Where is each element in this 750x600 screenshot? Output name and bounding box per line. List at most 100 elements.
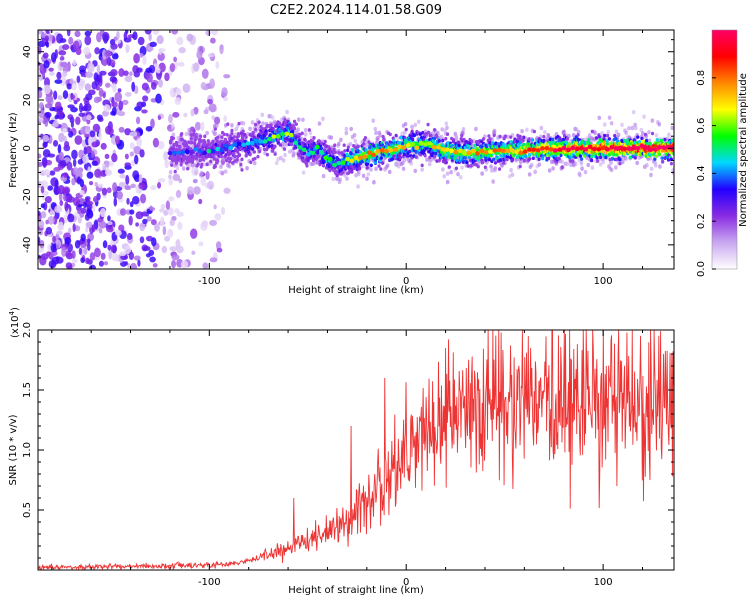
spectrogram-band-cell: [209, 159, 213, 164]
spectrogram-noise-cell: [169, 219, 175, 227]
spectrogram-noise-cell: [85, 71, 94, 78]
spectrogram-noise-cell: [77, 209, 82, 215]
spectrogram-noise-cell: [88, 180, 94, 186]
spectrogram-band-cell: [186, 166, 190, 171]
spectrogram-halo-cell: [639, 127, 644, 133]
spectrogram-core-cell: [401, 145, 407, 150]
spectrogram-noise-cell: [180, 260, 189, 269]
spectrogram-noise-cell: [42, 52, 49, 59]
spectrogram-noise-cell: [47, 215, 55, 225]
spectrogram-noise-cell: [147, 46, 154, 52]
spectrogram-core-cell: [644, 145, 649, 151]
spectrogram-noise-cell: [38, 236, 41, 245]
spectrogram-core-cell: [345, 156, 350, 162]
spectrogram-band-cell: [460, 133, 464, 138]
spectrogram-noise-cell: [118, 126, 125, 133]
spectrogram-band-cell: [481, 137, 486, 141]
spectrogram-noise-cell: [50, 52, 57, 63]
spectrogram-core-cell: [223, 143, 229, 148]
spectrogram-band-cell: [265, 152, 269, 157]
spectrogram-core-cell: [375, 149, 381, 154]
spectrogram-band-cell: [192, 129, 196, 133]
spectrogram-noise-cell: [148, 33, 152, 41]
spectrogram-band-cell: [178, 145, 182, 149]
spectrogram-halo-cell: [578, 172, 582, 178]
spectrogram-core-cell: [215, 146, 220, 152]
spectrogram-band-cell: [264, 132, 268, 136]
spectrogram-noise-cell: [174, 97, 182, 106]
spectrogram-halo-cell: [396, 136, 400, 141]
spectrogram-band-cell: [492, 157, 496, 162]
spectrogram-band-cell: [578, 154, 583, 158]
spectrogram-noise-cell: [76, 176, 81, 185]
spectrogram-noise-cell: [104, 160, 110, 168]
spectrogram-core-cell: [544, 145, 550, 151]
spectrogram-band-cell: [391, 157, 395, 161]
spectrogram-halo-cell: [616, 132, 621, 138]
spectrogram-halo-cell: [292, 151, 296, 156]
spectrogram-halo-cell: [635, 160, 639, 166]
spectrogram-halo-cell: [219, 164, 223, 169]
spectrogram-noise-cell: [207, 98, 213, 105]
spectrogram-noise-cell: [148, 249, 155, 256]
spectrogram-noise-cell: [73, 196, 81, 207]
spectrogram-x-tick-label: 0: [403, 276, 409, 287]
spectrogram-band-cell: [373, 158, 378, 162]
spectrogram-band-cell: [628, 155, 632, 160]
spectrogram-noise-cell: [54, 114, 59, 120]
spectrogram-halo-cell: [303, 132, 308, 137]
spectrogram-band-cell: [194, 135, 198, 139]
spectrogram-band-cell: [614, 157, 619, 162]
spectrogram-halo-cell: [296, 117, 301, 122]
spectrogram-noise-cell: [43, 60, 50, 69]
spectrogram-band-cell: [646, 142, 650, 146]
spectrogram-core-cell: [535, 148, 541, 153]
spectrogram-halo-cell: [574, 161, 578, 167]
spectrogram-halo-cell: [562, 129, 566, 134]
spectrogram-band-cell: [412, 133, 417, 138]
spectrogram-core-cell: [635, 145, 641, 151]
spectrogram-band-cell: [292, 126, 297, 131]
spectrogram-halo-cell: [354, 173, 358, 178]
spectrogram-band-cell: [372, 147, 376, 151]
spectrogram-band-cell: [476, 164, 480, 169]
spectrogram-noise-cell: [46, 251, 51, 257]
spectrogram-core-cell: [202, 150, 207, 156]
spectrogram-band-cell: [262, 147, 267, 152]
spectrogram-band-cell: [379, 156, 384, 160]
spectrogram-core-cell: [657, 145, 662, 150]
spectrogram-halo-cell: [425, 157, 429, 162]
spectrogram-band-cell: [509, 135, 513, 139]
spectrogram-halo-cell: [518, 159, 523, 165]
spectrogram-band-cell: [253, 127, 258, 132]
spectrogram-band-cell: [551, 137, 555, 142]
spectrogram-noise-cell: [66, 83, 73, 90]
spectrogram-noise-cell: [164, 72, 170, 82]
spectrogram-noise-cell: [47, 185, 54, 191]
spectrogram-halo-cell: [645, 162, 649, 168]
spectrogram-noise-cell: [129, 201, 134, 208]
spectrogram-noise-cell: [80, 207, 87, 214]
spectrogram-noise-cell: [53, 90, 58, 100]
spectrogram-core-cell: [540, 146, 545, 151]
spectrogram-noise-cell: [45, 219, 49, 225]
spectrogram-halo-cell: [349, 126, 353, 132]
spectrogram-halo-cell: [413, 168, 418, 174]
spectrogram-noise-cell: [169, 246, 178, 252]
spectrogram-noise-cell: [124, 92, 132, 97]
spectrogram-halo-cell: [649, 166, 654, 171]
spectrogram-halo-cell: [601, 159, 606, 165]
spectrogram-halo-cell: [274, 160, 279, 166]
spectrogram-band-cell: [380, 161, 385, 165]
spectrogram-halo-cell: [288, 149, 292, 154]
spectrogram-noise-cell: [157, 182, 162, 189]
spectrogram-halo-cell: [590, 165, 595, 170]
spectrogram-core-cell: [596, 147, 602, 152]
spectrogram-band-cell: [613, 133, 617, 138]
spectrogram-band-cell: [379, 167, 383, 171]
spectrogram-core-cell: [475, 151, 480, 156]
spectrogram-noise-cell: [67, 104, 75, 109]
spectrogram-band-cell: [518, 164, 522, 169]
spectrogram-band-cell: [603, 133, 607, 138]
